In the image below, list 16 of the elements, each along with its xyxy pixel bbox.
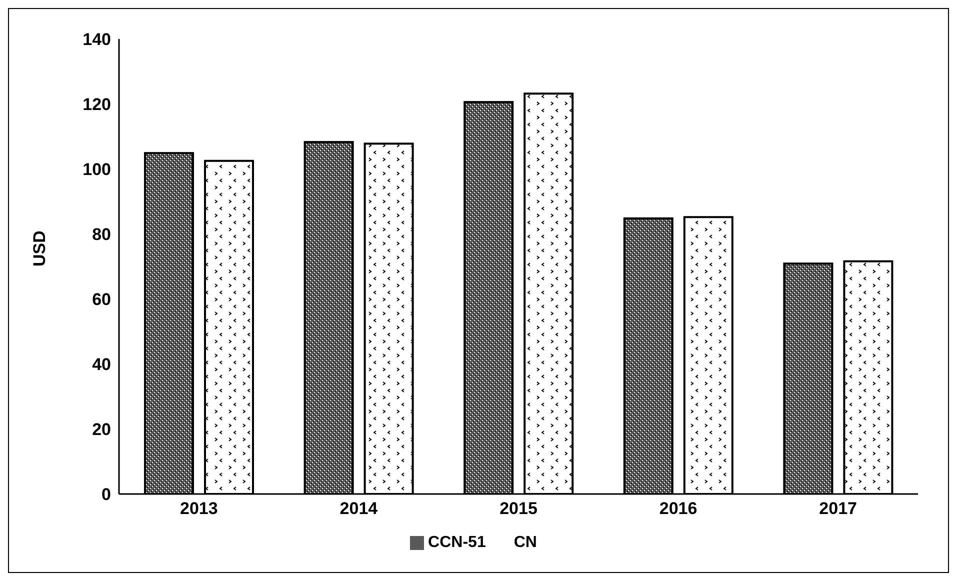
text: CN: [514, 534, 537, 551]
x-tick-label: 2017: [819, 499, 858, 518]
x-tick-label: 2015: [500, 499, 538, 518]
y-tick-label: 100: [82, 160, 111, 180]
y-tick-label: 80: [92, 225, 111, 244]
y-tick-label: 0: [102, 485, 111, 504]
y-tick-label: 120: [82, 95, 111, 114]
x-tick-label: 2014: [340, 499, 378, 518]
x-tick-label: 2016: [659, 499, 698, 518]
legend-label: CCN-51: [428, 534, 486, 551]
y-tick-label: 40: [92, 355, 111, 374]
y-tick-label: 20: [92, 420, 111, 440]
y-tick-label: 60: [92, 290, 111, 310]
x-tick-label: 2013: [180, 499, 218, 518]
y-axis-title: USD: [30, 230, 50, 266]
y-tick-label: 140: [82, 30, 111, 50]
